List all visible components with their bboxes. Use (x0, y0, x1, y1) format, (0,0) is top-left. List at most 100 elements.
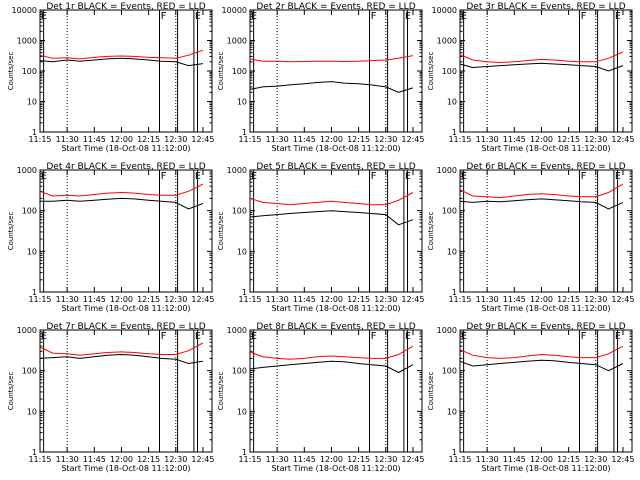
x-axis-label: Start Time (18-Oct-08 11:12:00) (481, 304, 610, 313)
x-tick-label: 12:45 (401, 455, 424, 464)
flag-marker: E (41, 171, 47, 182)
y-tick-label: 1000 (17, 37, 37, 46)
x-tick-label: 12:45 (191, 455, 214, 464)
x-tick-label: 11:15 (28, 135, 51, 144)
y-tick-label: 10 (447, 247, 457, 256)
lld-series-line (249, 345, 414, 360)
y-tick-label: 10 (27, 247, 37, 256)
flag-marker: F (370, 171, 376, 182)
x-tick-label: 11:45 (293, 295, 316, 304)
y-tick-label: 100 (22, 67, 37, 76)
plot-frame (459, 9, 633, 133)
y-axis-label: Counts/sec (7, 212, 15, 251)
x-tick-label: 11:15 (28, 295, 51, 304)
x-tick-label: 11:15 (238, 295, 261, 304)
y-axis-label: Counts/sec (217, 52, 225, 91)
x-tick-label: 11:45 (293, 135, 316, 144)
x-axis-label: Start Time (18-Oct-08 11:12:00) (61, 144, 190, 153)
x-tick-label: 12:15 (557, 455, 580, 464)
y-tick-label: 1 (452, 288, 457, 297)
detector-panel: Det 1r BLACK = Events, RED = LLD 1 10 100 10… (7, 2, 214, 153)
y-tick-label: 10000 (12, 6, 37, 15)
events-series-line (249, 360, 414, 374)
events-series-line (39, 57, 203, 67)
panel-title: Det 2r BLACK = Events, RED = LLD (256, 2, 415, 12)
plot-frame (39, 9, 213, 133)
x-tick-label: 12:15 (557, 295, 580, 304)
x-tick-label: 12:45 (611, 455, 634, 464)
y-tick-label: 100 (442, 367, 457, 376)
x-tick-label: 12:30 (164, 455, 187, 464)
y-tick-label: 1 (242, 128, 247, 137)
x-tick-label: 12:15 (347, 295, 370, 304)
x-tick-label: 11:15 (448, 135, 471, 144)
y-tick-label: 100 (442, 67, 457, 76)
y-tick-label: 1000 (17, 166, 37, 175)
y-tick-label: 1 (32, 128, 37, 137)
x-tick-label: 11:30 (476, 455, 499, 464)
x-tick-label: 12:30 (584, 455, 607, 464)
x-tick-label: 11:15 (238, 135, 261, 144)
y-tick-label: 100 (442, 207, 457, 216)
flag-marker: E (251, 171, 257, 182)
y-tick-label: 1000 (227, 37, 247, 46)
x-axis-label: Start Time (18-Oct-08 11:12:00) (271, 464, 400, 473)
detector-panel: Det 2r BLACK = Events, RED = LLD 1 10 100 10… (217, 2, 424, 153)
y-tick-label: 1 (452, 128, 457, 137)
events-series-line (459, 359, 624, 372)
y-tick-label: 10000 (222, 6, 247, 15)
x-tick-label: 11:45 (83, 135, 106, 144)
y-tick-label: 1000 (437, 37, 457, 46)
flag-marker: F (580, 171, 586, 182)
y-axis-label: Counts/sec (7, 372, 15, 411)
flag-marker: E (195, 171, 201, 182)
x-tick-label: 11:15 (238, 455, 261, 464)
x-axis-label: Start Time (18-Oct-08 11:12:00) (271, 304, 400, 313)
y-tick-label: 10 (237, 247, 247, 256)
y-tick-label: 1 (452, 448, 457, 457)
x-tick-label: 11:45 (503, 455, 526, 464)
y-tick-label: 100 (22, 207, 37, 216)
flag-marker: E (195, 331, 201, 342)
x-tick-label: 12:00 (110, 135, 133, 144)
y-tick-label: 1 (32, 448, 37, 457)
x-tick-label: 12:30 (374, 295, 397, 304)
plot-frame (459, 169, 633, 293)
lld-series-line (39, 342, 204, 356)
flag-marker: F (370, 331, 376, 342)
flag-marker: E (251, 331, 257, 342)
panel-title: Det 1r BLACK = Events, RED = LLD (46, 2, 205, 12)
flag-marker: E (405, 11, 411, 22)
lld-series-line (249, 192, 414, 206)
x-axis-label: Start Time (18-Oct-08 11:12:00) (481, 464, 610, 473)
plot-frame (249, 9, 423, 133)
panel-title: Det 8r BLACK = Events, RED = LLD (256, 322, 415, 332)
x-tick-label: 12:15 (557, 135, 580, 144)
x-tick-label: 12:45 (611, 295, 634, 304)
flag-marker: E (405, 171, 411, 182)
x-tick-label: 12:00 (320, 135, 343, 144)
x-tick-label: 11:30 (56, 455, 79, 464)
x-tick-label: 12:30 (374, 455, 397, 464)
flag-marker: E (461, 171, 467, 182)
plot-frame (249, 329, 423, 453)
detector-panel: Det 4r BLACK = Events, RED = LLD 1 10 100 10… (7, 162, 214, 313)
flag-marker: E (405, 331, 411, 342)
x-tick-label: 12:15 (137, 295, 160, 304)
x-tick-label: 12:45 (611, 135, 634, 144)
x-tick-label: 12:30 (164, 295, 187, 304)
x-tick-label: 12:15 (347, 455, 370, 464)
flag-marker: E (41, 331, 47, 342)
plot-frame (39, 329, 213, 453)
lld-series-line (459, 183, 624, 199)
x-tick-label: 11:45 (83, 455, 106, 464)
events-series-line (459, 62, 624, 72)
x-tick-label: 12:00 (530, 295, 553, 304)
x-axis-label: Start Time (18-Oct-08 11:12:00) (481, 144, 610, 153)
events-series-line (249, 81, 414, 93)
lld-series-line (39, 49, 204, 60)
events-series-line (249, 210, 414, 226)
x-tick-label: 12:00 (530, 455, 553, 464)
flag-marker: E (615, 171, 621, 182)
